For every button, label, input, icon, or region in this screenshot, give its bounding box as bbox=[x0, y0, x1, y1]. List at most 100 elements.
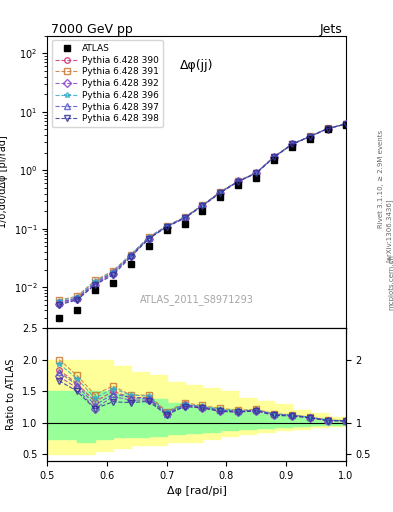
Pythia 6.428 397 bbox=[218, 189, 223, 196]
Pythia 6.428 396 bbox=[218, 189, 223, 195]
ATLAS bbox=[343, 122, 348, 128]
Pythia 6.428 390 bbox=[272, 154, 277, 160]
Pythia 6.428 398 bbox=[325, 125, 330, 132]
Pythia 6.428 396 bbox=[110, 268, 115, 274]
Pythia 6.428 391 bbox=[146, 234, 151, 240]
Pythia 6.428 390 bbox=[218, 189, 223, 196]
X-axis label: Δφ [rad/pi]: Δφ [rad/pi] bbox=[167, 486, 226, 496]
Y-axis label: 1/σ;dσ/dΔφ [pi/rad]: 1/σ;dσ/dΔφ [pi/rad] bbox=[0, 136, 8, 228]
Pythia 6.428 392 bbox=[110, 271, 115, 277]
Pythia 6.428 390 bbox=[254, 170, 259, 176]
Pythia 6.428 391 bbox=[236, 178, 241, 184]
Pythia 6.428 391 bbox=[343, 121, 348, 127]
ATLAS bbox=[146, 243, 151, 249]
Pythia 6.428 397 bbox=[343, 121, 348, 127]
Pythia 6.428 391 bbox=[254, 169, 259, 176]
Pythia 6.428 398 bbox=[254, 170, 259, 176]
Pythia 6.428 391 bbox=[308, 133, 312, 139]
Pythia 6.428 398 bbox=[146, 236, 151, 242]
ATLAS bbox=[254, 175, 259, 181]
Pythia 6.428 392 bbox=[93, 282, 97, 288]
Pythia 6.428 391 bbox=[164, 223, 169, 229]
Legend: ATLAS, Pythia 6.428 390, Pythia 6.428 391, Pythia 6.428 392, Pythia 6.428 396, P: ATLAS, Pythia 6.428 390, Pythia 6.428 39… bbox=[51, 40, 163, 127]
Line: Pythia 6.428 392: Pythia 6.428 392 bbox=[56, 121, 349, 307]
Pythia 6.428 396 bbox=[325, 125, 330, 132]
Pythia 6.428 397 bbox=[236, 178, 241, 184]
Pythia 6.428 391 bbox=[290, 141, 294, 147]
Pythia 6.428 398 bbox=[236, 178, 241, 184]
ATLAS bbox=[218, 194, 223, 200]
Pythia 6.428 398 bbox=[308, 134, 312, 140]
Pythia 6.428 390 bbox=[236, 178, 241, 184]
ATLAS bbox=[57, 315, 61, 321]
Text: Rivet 3.1.10, ≥ 2.9M events: Rivet 3.1.10, ≥ 2.9M events bbox=[378, 130, 384, 228]
Pythia 6.428 391 bbox=[182, 214, 187, 220]
Pythia 6.428 390 bbox=[129, 252, 133, 259]
Pythia 6.428 392 bbox=[164, 224, 169, 230]
Pythia 6.428 396 bbox=[272, 154, 277, 160]
Pythia 6.428 397 bbox=[182, 215, 187, 221]
Text: mcplots.cern.ch: mcplots.cern.ch bbox=[388, 253, 393, 310]
Pythia 6.428 397 bbox=[254, 170, 259, 176]
Pythia 6.428 397 bbox=[57, 300, 61, 306]
Pythia 6.428 392 bbox=[182, 215, 187, 221]
Pythia 6.428 398 bbox=[272, 154, 277, 160]
Pythia 6.428 397 bbox=[129, 252, 133, 259]
Pythia 6.428 397 bbox=[93, 281, 97, 287]
Pythia 6.428 392 bbox=[325, 125, 330, 132]
Pythia 6.428 391 bbox=[57, 297, 61, 303]
Pythia 6.428 398 bbox=[290, 141, 294, 147]
Pythia 6.428 391 bbox=[110, 268, 115, 274]
Text: Δφ(jj): Δφ(jj) bbox=[180, 59, 213, 72]
Line: Pythia 6.428 398: Pythia 6.428 398 bbox=[56, 121, 349, 308]
Pythia 6.428 390 bbox=[75, 295, 79, 301]
Pythia 6.428 391 bbox=[272, 154, 277, 160]
Pythia 6.428 396 bbox=[129, 251, 133, 258]
ATLAS bbox=[93, 287, 97, 293]
Pythia 6.428 392 bbox=[129, 253, 133, 259]
Pythia 6.428 396 bbox=[146, 234, 151, 241]
Pythia 6.428 390 bbox=[110, 269, 115, 275]
Text: [arXiv:1306.3436]: [arXiv:1306.3436] bbox=[386, 199, 393, 262]
Pythia 6.428 390 bbox=[93, 280, 97, 286]
Pythia 6.428 390 bbox=[325, 125, 330, 132]
Pythia 6.428 390 bbox=[343, 121, 348, 127]
Pythia 6.428 391 bbox=[200, 202, 205, 208]
Line: Pythia 6.428 391: Pythia 6.428 391 bbox=[56, 121, 349, 303]
Pythia 6.428 396 bbox=[236, 178, 241, 184]
Line: Pythia 6.428 397: Pythia 6.428 397 bbox=[56, 121, 349, 306]
Pythia 6.428 396 bbox=[75, 294, 79, 300]
Pythia 6.428 397 bbox=[164, 223, 169, 229]
Line: Pythia 6.428 396: Pythia 6.428 396 bbox=[56, 121, 349, 304]
Pythia 6.428 398 bbox=[218, 189, 223, 196]
Pythia 6.428 398 bbox=[343, 121, 348, 127]
Pythia 6.428 397 bbox=[290, 141, 294, 147]
Pythia 6.428 392 bbox=[218, 189, 223, 196]
Pythia 6.428 398 bbox=[57, 302, 61, 308]
Pythia 6.428 391 bbox=[129, 251, 133, 258]
Pythia 6.428 391 bbox=[75, 293, 79, 300]
ATLAS bbox=[308, 136, 312, 142]
Pythia 6.428 390 bbox=[182, 215, 187, 221]
Pythia 6.428 396 bbox=[290, 141, 294, 147]
ATLAS bbox=[164, 227, 169, 233]
Text: ATLAS_2011_S8971293: ATLAS_2011_S8971293 bbox=[140, 294, 253, 305]
Pythia 6.428 398 bbox=[182, 215, 187, 221]
Pythia 6.428 397 bbox=[325, 125, 330, 132]
Pythia 6.428 392 bbox=[57, 301, 61, 307]
ATLAS bbox=[236, 182, 241, 188]
Pythia 6.428 396 bbox=[182, 215, 187, 221]
Pythia 6.428 390 bbox=[146, 234, 151, 241]
Pythia 6.428 392 bbox=[236, 178, 241, 184]
Pythia 6.428 390 bbox=[200, 202, 205, 208]
Pythia 6.428 398 bbox=[75, 297, 79, 303]
Pythia 6.428 392 bbox=[343, 121, 348, 127]
Y-axis label: Ratio to ATLAS: Ratio to ATLAS bbox=[6, 359, 17, 430]
Pythia 6.428 392 bbox=[254, 170, 259, 176]
ATLAS bbox=[325, 126, 330, 133]
Pythia 6.428 397 bbox=[308, 133, 312, 139]
Pythia 6.428 391 bbox=[325, 125, 330, 132]
Pythia 6.428 398 bbox=[200, 203, 205, 209]
Pythia 6.428 396 bbox=[164, 223, 169, 229]
Pythia 6.428 390 bbox=[308, 133, 312, 139]
